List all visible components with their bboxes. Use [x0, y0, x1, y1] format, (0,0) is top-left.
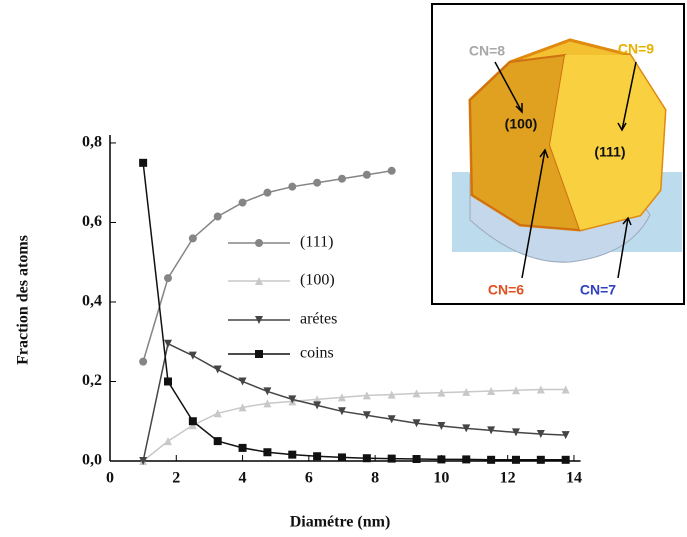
- marker: [487, 455, 496, 464]
- marker: [536, 385, 545, 394]
- x-tick-label: 14: [566, 470, 582, 487]
- marker: [561, 385, 570, 394]
- marker: [487, 387, 496, 396]
- marker: [238, 377, 247, 386]
- marker: [213, 212, 222, 221]
- marker: [263, 188, 272, 197]
- y-tick-label: 0,0: [82, 452, 102, 469]
- series-line: [142, 162, 566, 461]
- inset: CN=8 CN=9 (100) (111) CN=6 CN=7: [431, 3, 685, 305]
- series-line: [142, 170, 392, 362]
- x-tick-label: 4: [239, 470, 247, 487]
- marker: [288, 182, 297, 191]
- marker: [263, 448, 272, 457]
- marker: [139, 158, 148, 167]
- marker: [387, 166, 396, 175]
- x-tick-label: 6: [305, 470, 313, 487]
- inset-arrows: [494, 61, 637, 279]
- marker: [188, 417, 197, 426]
- marker: [462, 387, 471, 396]
- marker: [163, 274, 172, 283]
- marker: [387, 454, 396, 463]
- marker: [337, 453, 346, 462]
- y-tick-label: 0,2: [82, 372, 102, 389]
- marker: [238, 198, 247, 207]
- marker: [387, 390, 396, 399]
- legend-label: (111): [300, 234, 333, 251]
- marker: [255, 277, 263, 285]
- legend-label: arétes: [300, 311, 337, 328]
- marker: [213, 409, 222, 418]
- marker: [362, 454, 371, 463]
- legend-label: coins: [300, 345, 334, 362]
- y-tick-label: 0,4: [82, 293, 102, 310]
- inset-label: (100): [505, 116, 538, 132]
- marker: [362, 411, 371, 420]
- y-tick-label: 0,8: [82, 134, 102, 151]
- marker: [536, 455, 545, 464]
- marker: [337, 174, 346, 183]
- y-tick-label: 0,6: [82, 213, 102, 230]
- marker: [313, 401, 322, 410]
- inset-label: CN=6: [488, 282, 524, 298]
- marker: [238, 443, 247, 452]
- marker: [163, 437, 172, 446]
- marker: [213, 437, 222, 446]
- marker: [487, 426, 496, 435]
- marker: [511, 386, 520, 395]
- series-line: [142, 388, 566, 462]
- marker: [536, 429, 545, 438]
- marker: [163, 377, 172, 386]
- marker: [511, 428, 520, 437]
- marker: [561, 431, 570, 440]
- marker: [437, 388, 446, 397]
- x-tick-label: 10: [433, 470, 449, 487]
- marker: [437, 422, 446, 431]
- marker: [313, 452, 322, 461]
- marker: [213, 365, 222, 374]
- marker: [139, 357, 148, 366]
- marker: [255, 239, 263, 247]
- marker: [511, 455, 520, 464]
- marker: [263, 387, 272, 396]
- x-axis-title: Diamétre (nm): [290, 514, 391, 531]
- marker: [255, 350, 263, 358]
- marker: [139, 457, 148, 465]
- inset-facet: [550, 55, 665, 230]
- marker: [163, 339, 172, 348]
- series-line: [142, 342, 566, 462]
- marker: [188, 351, 197, 360]
- marker: [313, 178, 322, 187]
- marker: [387, 415, 396, 424]
- marker: [462, 455, 471, 464]
- marker: [362, 391, 371, 400]
- x-tick-label: 2: [172, 470, 180, 487]
- marker: [288, 395, 297, 404]
- inset-label: (111): [594, 144, 625, 160]
- marker: [561, 455, 570, 464]
- inset-label: CN=9: [618, 41, 654, 57]
- marker: [412, 389, 421, 398]
- marker: [362, 170, 371, 179]
- marker: [337, 393, 346, 402]
- x-tick-label: 12: [500, 470, 516, 487]
- marker: [412, 419, 421, 428]
- marker: [337, 407, 346, 416]
- inset-label: CN=7: [580, 282, 616, 298]
- marker: [437, 455, 446, 464]
- legend-label: (100): [300, 272, 335, 289]
- marker: [412, 455, 421, 464]
- marker: [263, 399, 272, 408]
- y-axis-title: Fraction des atoms: [15, 235, 32, 365]
- inset-label: CN=8: [469, 43, 505, 59]
- marker: [255, 316, 263, 324]
- marker: [288, 450, 297, 459]
- x-tick-label: 0: [106, 470, 114, 487]
- marker: [462, 424, 471, 433]
- marker: [188, 234, 197, 243]
- marker: [238, 403, 247, 412]
- x-tick-label: 8: [371, 470, 379, 487]
